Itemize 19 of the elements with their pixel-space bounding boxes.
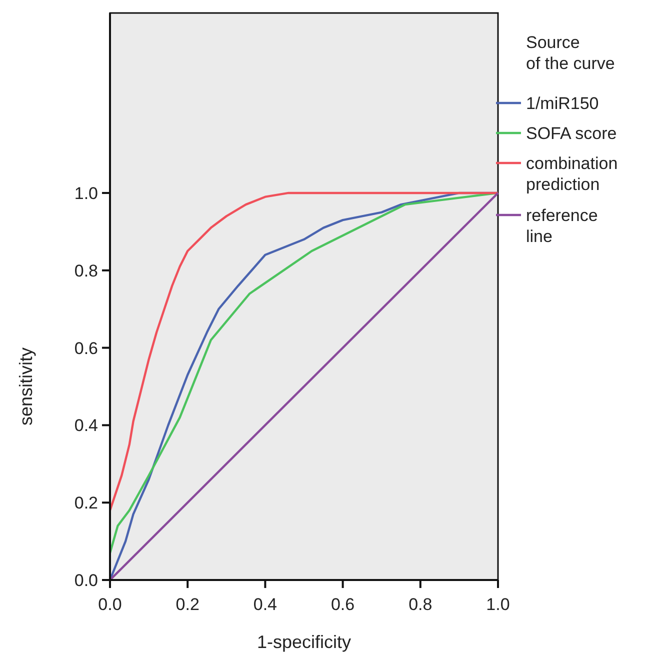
x-tick-label: 0.2 [176,595,200,614]
legend-label: 1/miR150 [526,94,599,113]
y-axis-title: sensitivity [16,347,36,426]
legend-label: reference line [526,206,598,246]
y-tick-label: 0.4 [74,416,98,436]
legend-label: combination prediction [526,154,618,194]
x-axis-title: 1-specificity [256,632,352,652]
x-tick-label: 0.8 [408,595,432,614]
y-tick-label: 0.6 [74,338,98,358]
y-tick-label: 0.2 [74,494,98,513]
y-tick-label: 0.0 [74,571,98,590]
y-tick-label: 0.8 [74,261,98,280]
legend-label: SOFA score [526,124,617,143]
x-tick-label: 0.0 [98,595,122,614]
x-tick-label: 1.0 [486,595,510,614]
legend-title: Source of the curve [526,33,615,73]
x-tick-label: 0.4 [253,595,278,614]
y-tick-label: 1.0 [74,184,98,203]
x-tick-label: 0.6 [330,595,355,614]
